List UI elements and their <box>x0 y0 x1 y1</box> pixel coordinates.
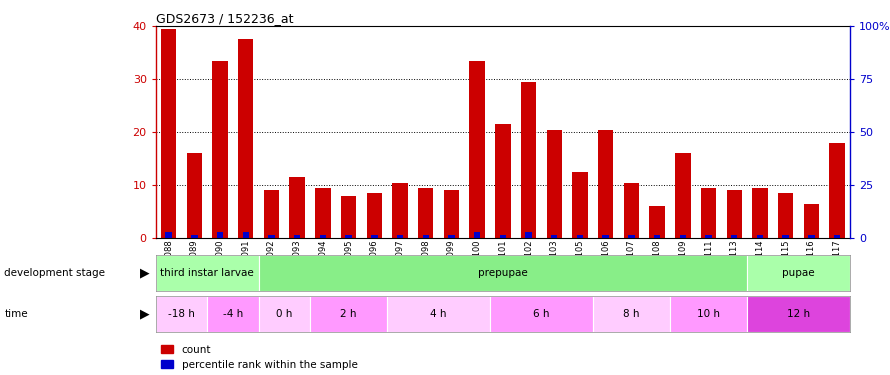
Bar <box>598 129 613 238</box>
Bar <box>804 204 819 238</box>
Bar <box>263 190 279 238</box>
Bar <box>628 235 635 238</box>
Bar <box>371 235 377 238</box>
Bar <box>238 39 254 238</box>
Bar <box>731 235 738 238</box>
Text: development stage: development stage <box>4 268 105 278</box>
Bar <box>469 61 485 238</box>
Bar <box>676 153 691 238</box>
Bar <box>551 235 557 238</box>
Bar <box>572 172 587 238</box>
Text: 0 h: 0 h <box>276 309 293 319</box>
Bar <box>778 193 793 238</box>
Bar <box>259 255 747 291</box>
Bar <box>259 296 310 332</box>
Bar <box>782 235 789 238</box>
Bar <box>808 235 814 238</box>
Bar <box>499 235 506 238</box>
Bar <box>525 232 532 238</box>
Bar <box>166 232 172 238</box>
Bar <box>624 183 639 238</box>
Bar <box>726 190 742 238</box>
Bar <box>191 235 198 238</box>
Bar <box>490 296 593 332</box>
Bar <box>294 235 301 238</box>
Text: 10 h: 10 h <box>697 309 720 319</box>
Text: 4 h: 4 h <box>431 309 447 319</box>
Bar <box>546 129 562 238</box>
Bar <box>834 235 840 238</box>
Bar <box>243 232 249 238</box>
Bar <box>474 232 481 238</box>
Text: 6 h: 6 h <box>533 309 550 319</box>
Bar <box>315 188 330 238</box>
Bar <box>418 188 433 238</box>
Text: -18 h: -18 h <box>168 309 195 319</box>
Bar <box>495 124 511 238</box>
Text: prepupae: prepupae <box>478 268 528 278</box>
Text: 2 h: 2 h <box>340 309 357 319</box>
Bar <box>392 183 408 238</box>
Text: ▶: ▶ <box>141 267 150 279</box>
Bar <box>387 296 490 332</box>
Bar <box>680 235 686 238</box>
Bar <box>345 235 352 238</box>
Bar <box>654 235 660 238</box>
Text: GDS2673 / 152236_at: GDS2673 / 152236_at <box>156 12 293 25</box>
Bar <box>289 177 305 238</box>
Bar <box>156 255 259 291</box>
Bar <box>320 235 326 238</box>
Bar <box>829 143 845 238</box>
Bar <box>268 235 275 238</box>
Bar <box>444 190 459 238</box>
Bar <box>706 235 712 238</box>
Bar <box>367 193 382 238</box>
Bar <box>156 296 207 332</box>
Text: 8 h: 8 h <box>623 309 640 319</box>
Bar <box>217 232 223 238</box>
Bar <box>747 296 850 332</box>
Bar <box>747 255 850 291</box>
Bar <box>207 296 259 332</box>
Bar <box>161 29 176 238</box>
Bar <box>650 206 665 238</box>
Bar <box>577 235 583 238</box>
Bar <box>310 296 387 332</box>
Bar <box>603 235 609 238</box>
Bar <box>423 235 429 238</box>
Bar <box>521 82 537 238</box>
Bar <box>213 61 228 238</box>
Text: time: time <box>4 309 28 319</box>
Bar <box>752 188 768 238</box>
Bar <box>397 235 403 238</box>
Legend: count, percentile rank within the sample: count, percentile rank within the sample <box>161 345 358 370</box>
Bar <box>670 296 747 332</box>
Text: ▶: ▶ <box>141 308 150 321</box>
Text: -4 h: -4 h <box>222 309 243 319</box>
Bar <box>700 188 716 238</box>
Text: 12 h: 12 h <box>787 309 810 319</box>
Bar <box>341 196 356 238</box>
Bar <box>756 235 764 238</box>
Text: pupae: pupae <box>782 268 815 278</box>
Text: third instar larvae: third instar larvae <box>160 268 254 278</box>
Bar <box>187 153 202 238</box>
Bar <box>449 235 455 238</box>
Bar <box>593 296 670 332</box>
